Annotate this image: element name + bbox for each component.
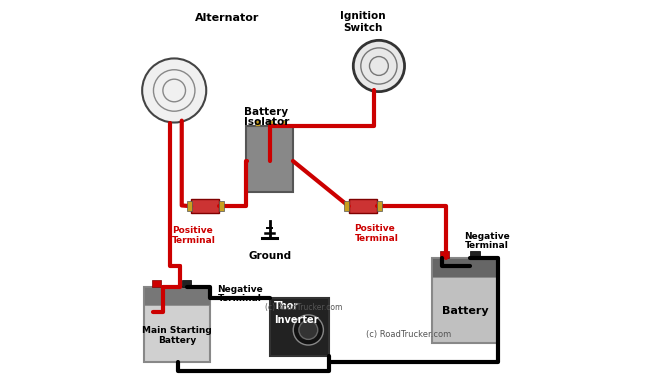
Text: (c) RoadTrucker.com: (c) RoadTrucker.com: [265, 303, 342, 313]
Text: Terminal: Terminal: [465, 241, 508, 250]
Text: Alternator: Alternator: [195, 13, 259, 23]
Bar: [440, 251, 449, 258]
Bar: [377, 201, 382, 211]
Circle shape: [293, 315, 324, 345]
Text: Terminal: Terminal: [218, 294, 261, 303]
Circle shape: [142, 58, 206, 123]
Bar: [144, 287, 210, 362]
Text: Inverter: Inverter: [274, 315, 318, 325]
Text: Switch: Switch: [343, 23, 382, 33]
Bar: [349, 199, 377, 213]
Text: Negative: Negative: [218, 285, 263, 294]
Text: Battery: Battery: [244, 107, 288, 118]
Text: Negative: Negative: [465, 232, 510, 241]
Bar: [270, 298, 329, 356]
Circle shape: [354, 40, 404, 92]
Text: Ignition: Ignition: [340, 11, 385, 21]
Bar: [255, 120, 260, 126]
Text: Positive: Positive: [354, 224, 395, 233]
Bar: [281, 120, 286, 126]
Text: Battery: Battery: [442, 306, 489, 316]
Text: Thor: Thor: [274, 301, 300, 311]
Text: Isolator: Isolator: [244, 117, 289, 127]
Bar: [246, 126, 293, 192]
Bar: [151, 280, 161, 287]
Bar: [182, 280, 191, 287]
Text: (c) RoadTrucker.com: (c) RoadTrucker.com: [367, 330, 452, 339]
Circle shape: [299, 320, 318, 339]
Text: Main Starting
Battery: Main Starting Battery: [142, 326, 212, 345]
Text: Terminal: Terminal: [354, 234, 398, 243]
Bar: [220, 201, 224, 211]
Bar: [432, 258, 499, 343]
Bar: [187, 201, 192, 211]
Text: Positive: Positive: [172, 226, 213, 235]
Bar: [470, 251, 480, 258]
Text: Terminal: Terminal: [172, 236, 216, 245]
Bar: [191, 199, 220, 213]
Bar: [268, 120, 273, 126]
Bar: [344, 201, 349, 211]
Text: Ground: Ground: [248, 251, 291, 261]
Bar: [144, 287, 210, 305]
Bar: [432, 258, 499, 277]
